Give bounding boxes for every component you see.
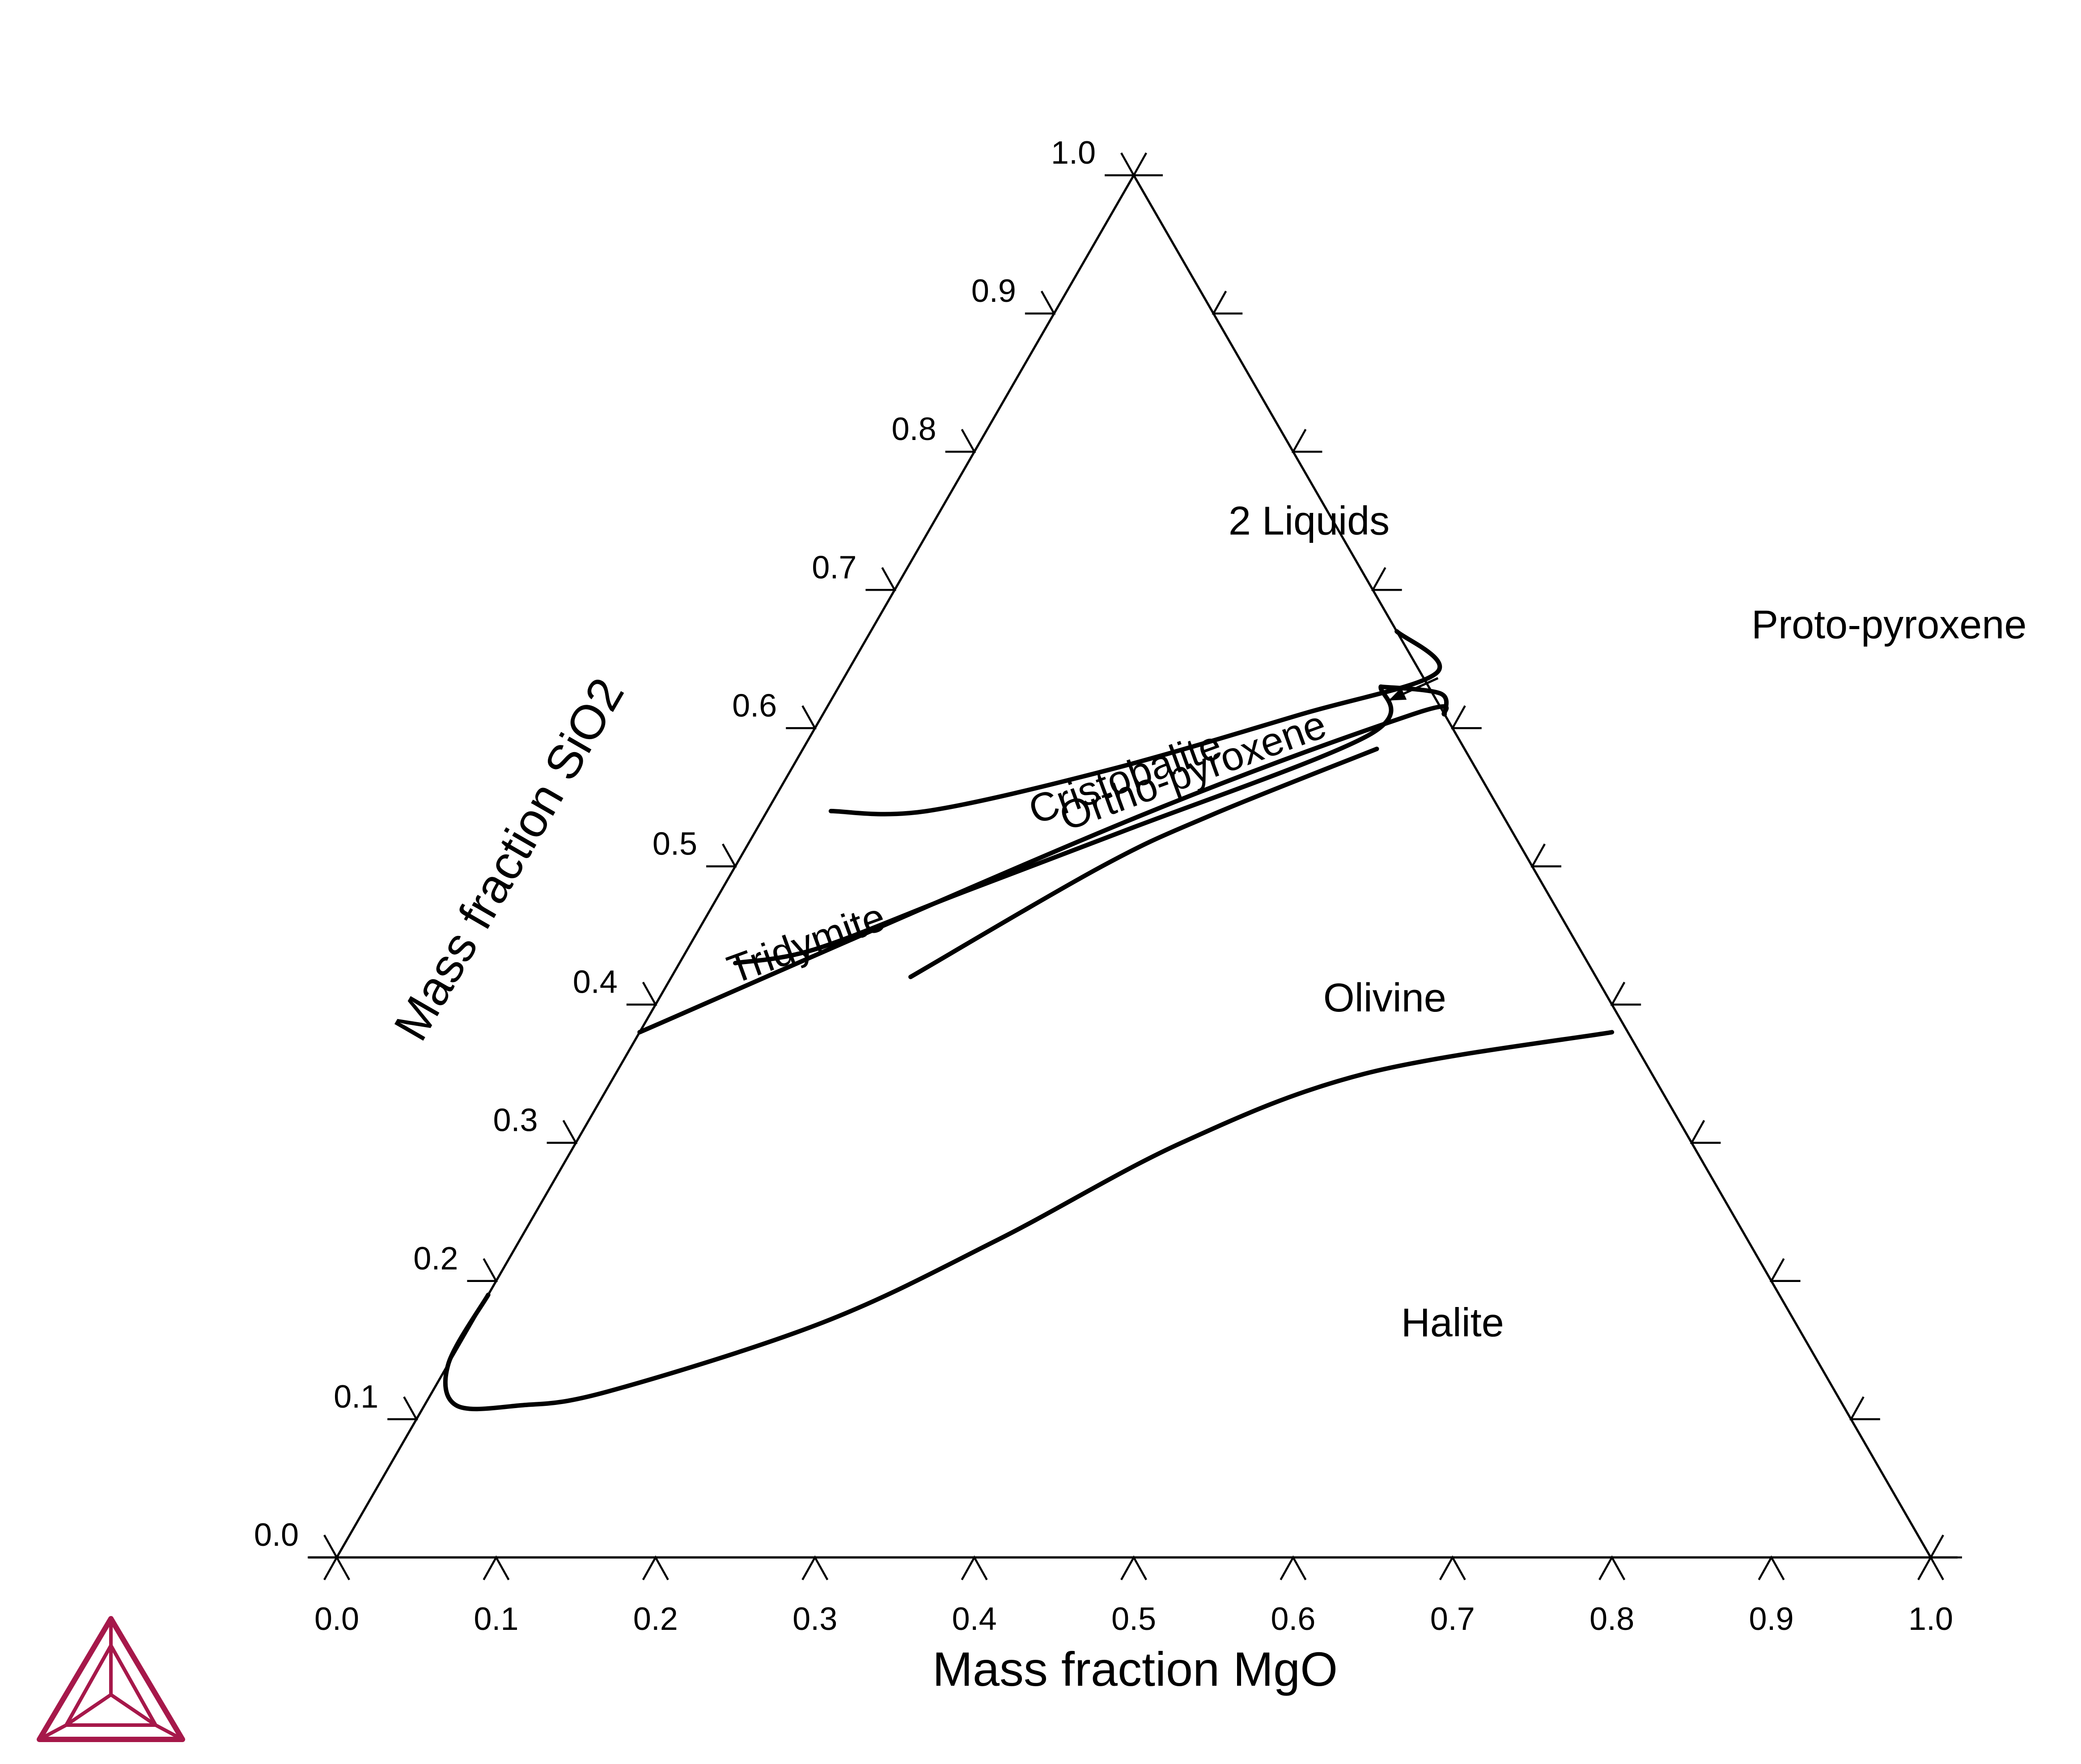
y-tick-label: 1.0	[1051, 135, 1096, 171]
right-tick-mark	[1291, 429, 1322, 453]
phase-boundary-line	[828, 629, 1442, 816]
right-tick-mark	[1929, 1534, 1962, 1559]
region-label: Proto-pyroxene	[1751, 603, 2026, 647]
x-tick-label: 0.0	[314, 1601, 359, 1637]
annotations	[1388, 677, 1439, 702]
right-axis-ticks	[1132, 152, 1962, 1559]
phase-boundary-line	[637, 704, 1449, 1035]
thermo-calc-logo-icon	[37, 1616, 185, 1742]
region-label: 2 Liquids	[1229, 499, 1390, 544]
region-label: Halite	[1401, 1300, 1504, 1345]
x-tick-label: 0.5	[1111, 1601, 1156, 1637]
y-tick-label: 0.6	[732, 688, 777, 723]
annotation-arrow-head-icon	[1389, 687, 1407, 701]
x-tick-label: 0.6	[1271, 1601, 1315, 1637]
y-tick-label: 0.4	[573, 964, 618, 1000]
y-tick-mark	[1025, 291, 1056, 315]
region-labels: 2 LiquidsCristobaliteTridymiteOrtho-pyro…	[722, 499, 2027, 1345]
y-tick-mark	[786, 705, 817, 729]
y-tick-label: 0.9	[971, 273, 1016, 309]
x-tick-mark	[1439, 1555, 1466, 1581]
phase-boundary-line	[443, 1030, 1615, 1412]
y-tick-mark	[467, 1258, 498, 1282]
x-axis-title: Mass fraction MgO	[932, 1642, 1338, 1696]
x-tick-mark	[961, 1555, 988, 1581]
y-tick-mark	[387, 1396, 419, 1421]
x-tick-label: 0.4	[952, 1601, 997, 1637]
left-axis-ticks: 0.0 0.1 0.2 0.3 0.4 0.5 0.6 0.7 0.8 0.9 1.0	[254, 135, 1136, 1559]
y-tick-mark	[626, 981, 657, 1006]
y-tick-mark	[865, 567, 897, 591]
y-tick-mark	[308, 1534, 339, 1559]
x-tick-mark	[1120, 1555, 1147, 1581]
right-tick-mark	[1450, 705, 1482, 729]
y-tick-label: 0.2	[413, 1241, 458, 1277]
y-tick-label: 0.1	[334, 1379, 378, 1415]
y-tick-label: 0.8	[892, 411, 937, 447]
right-tick-mark	[1610, 981, 1641, 1006]
x-tick-label: 0.1	[474, 1601, 518, 1637]
y-tick-mark	[706, 843, 737, 867]
y-tick-label: 0.7	[812, 550, 856, 585]
right-tick-mark	[1371, 567, 1402, 591]
right-tick-mark	[1769, 1258, 1801, 1282]
x-tick-mark	[801, 1555, 829, 1581]
x-tick-label: 0.8	[1589, 1601, 1634, 1637]
x-tick-label: 1.0	[1908, 1601, 1953, 1637]
y-tick-label: 0.0	[254, 1517, 299, 1553]
x-tick-mark	[1280, 1555, 1307, 1581]
x-tick-label: 0.7	[1430, 1601, 1475, 1637]
region-label: Olivine	[1323, 976, 1446, 1020]
triangle-frame	[309, 173, 1958, 1559]
x-tick-mark	[483, 1555, 510, 1581]
x-tick-label: 0.3	[793, 1601, 837, 1637]
x-tick-mark	[1598, 1555, 1626, 1581]
right-tick-mark	[1849, 1396, 1880, 1421]
y-tick-label: 0.5	[653, 826, 697, 862]
y-tick-mark	[945, 429, 976, 453]
phase-boundary-line	[908, 746, 1379, 979]
y-tick-mark	[1105, 152, 1136, 177]
right-tick-mark	[1690, 1120, 1721, 1144]
x-tick-label: 0.2	[633, 1601, 678, 1637]
x-tick-mark	[1917, 1555, 1944, 1581]
y-tick-mark	[547, 1120, 578, 1144]
right-tick-mark	[1212, 291, 1243, 315]
right-tick-mark	[1132, 152, 1163, 177]
region-label: Tridymite	[722, 895, 891, 993]
y-tick-label: 0.3	[493, 1103, 538, 1138]
x-tick-mark	[323, 1555, 350, 1581]
x-tick-mark	[1758, 1555, 1785, 1581]
x-tick-label: 0.9	[1749, 1601, 1794, 1637]
x-tick-mark	[642, 1555, 669, 1581]
phase-boundary-line	[733, 684, 1394, 965]
right-tick-mark	[1530, 843, 1561, 867]
phase-boundaries	[443, 629, 1615, 1412]
bottom-axis-ticks: 0.0 0.1 0.2 0.3 0.4 0.5 0.6 0.7 0.8 0.9 1.0	[314, 1555, 1953, 1637]
triangle-outline	[335, 173, 1933, 1559]
